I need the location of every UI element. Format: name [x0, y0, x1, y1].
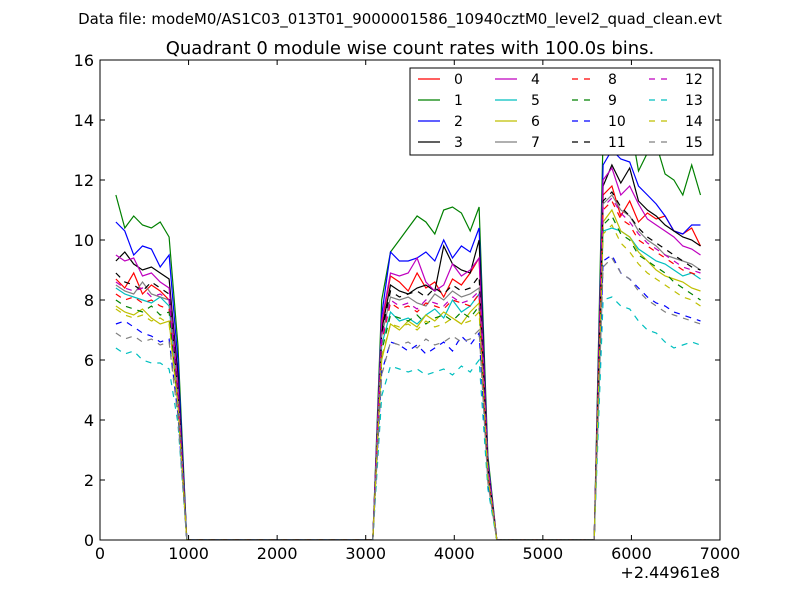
x-tick-label: 4000 [434, 544, 475, 563]
x-tick-label: 0 [95, 544, 105, 563]
series-line-10 [115, 254, 701, 540]
series-line-5 [115, 227, 701, 540]
y-tick-label: 14 [74, 111, 94, 130]
series-line-14 [115, 223, 701, 540]
legend-label-13: 13 [685, 93, 703, 109]
legend-box [409, 67, 714, 156]
series-line-0 [115, 184, 702, 540]
x-tick-label: 7000 [700, 544, 741, 563]
x-tick-label: 2000 [257, 544, 298, 563]
axes-layer: 0 1000 2000 3000 4000 5000 6000 700002468101214… [74, 51, 741, 563]
y-tick-label: 16 [74, 51, 94, 70]
x-tick-label: 6000 [611, 544, 652, 563]
legend-label-11: 11 [608, 135, 626, 151]
series-line-2 [115, 149, 701, 540]
chart-title: Quadrant 0 module wise count rates with … [166, 38, 655, 59]
series-line-11 [115, 191, 701, 540]
legend-label-2: 2 [454, 114, 463, 130]
y-tick-label: 6 [84, 351, 94, 370]
legend-label-0: 0 [454, 72, 463, 88]
x-tick-label: 1000 [168, 544, 209, 563]
y-tick-label: 0 [84, 531, 94, 550]
legend-label-12: 12 [685, 72, 703, 88]
legend-label-14: 14 [685, 114, 703, 130]
y-tick-label: 8 [84, 291, 94, 310]
x-tick-label: 3000 [345, 544, 386, 563]
y-tick-label: 4 [84, 411, 94, 430]
series-line-8 [115, 199, 701, 540]
legend-label-8: 8 [608, 72, 617, 88]
series-line-9 [115, 214, 701, 540]
series-line-13 [115, 296, 701, 540]
series-line-15 [115, 257, 701, 540]
legend-label-10: 10 [608, 114, 626, 130]
legend-label-5: 5 [531, 93, 540, 109]
x-offset-label: +2.44961e8 [620, 563, 720, 582]
legend-label-6: 6 [531, 114, 540, 130]
legend-label-4: 4 [531, 72, 540, 88]
series-line-12 [115, 197, 701, 540]
legend-label-9: 9 [608, 93, 617, 109]
series-layer [115, 102, 702, 540]
legend-label-7: 7 [531, 135, 540, 151]
legend-label-3: 3 [454, 135, 463, 151]
y-tick-label: 10 [74, 231, 94, 250]
series-line-7 [115, 194, 701, 540]
y-tick-label: 12 [74, 171, 94, 190]
series-line-3 [115, 163, 701, 540]
y-tick-label: 2 [84, 471, 94, 490]
legend-label-1: 1 [454, 93, 463, 109]
legend-label-15: 15 [685, 135, 703, 151]
figure-suptitle: Data file: modeM0/AS1C03_013T01_90000015… [78, 10, 722, 29]
series-line-4 [115, 166, 701, 540]
x-tick-label: 5000 [522, 544, 563, 563]
